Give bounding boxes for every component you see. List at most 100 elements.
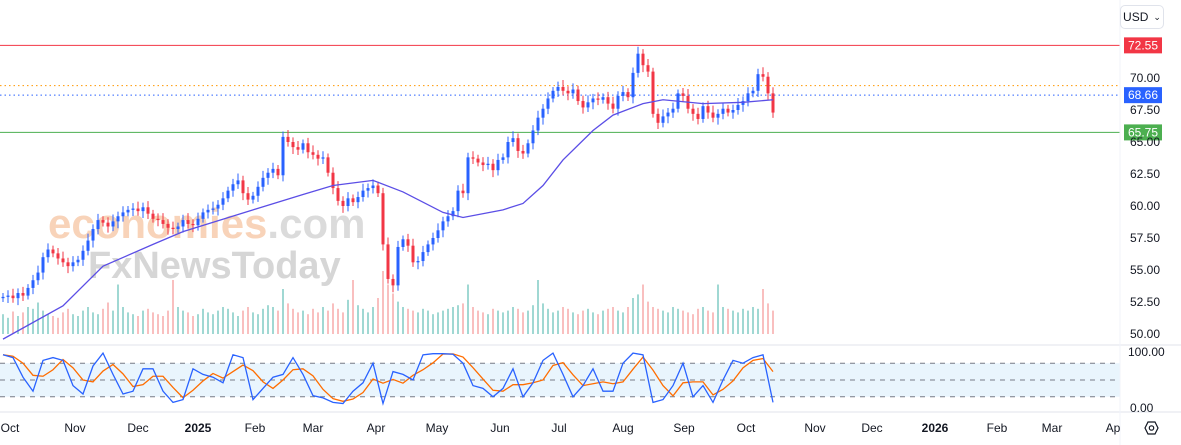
- candle-body: [156, 218, 160, 221]
- currency-select-button[interactable]: USD ⌄: [1120, 5, 1164, 29]
- candle-body: [261, 177, 265, 187]
- volume-bar: [112, 310, 114, 334]
- candle-body: [96, 220, 100, 230]
- time-tick-label: Mar: [1042, 421, 1063, 435]
- volume-bar: [17, 316, 19, 334]
- candle-body: [236, 180, 240, 185]
- candle-body: [201, 212, 205, 219]
- candle-body: [366, 188, 370, 191]
- volume-bar: [712, 312, 714, 334]
- price-tick-label: 60.00: [1130, 199, 1160, 213]
- volume-bar: [697, 308, 699, 334]
- volume-bar: [432, 314, 434, 334]
- volume-bar: [82, 310, 84, 334]
- volume-bar: [292, 308, 294, 334]
- candle-body: [586, 102, 590, 108]
- candle-body: [316, 154, 320, 159]
- stoch-axis-label: 0.00: [1130, 401, 1154, 415]
- volume-bar: [722, 307, 724, 334]
- time-tick-label: Dec: [861, 421, 882, 435]
- candle-body: [211, 208, 215, 210]
- stoch-axis-label: 100.00: [1128, 345, 1165, 359]
- volume-bar: [257, 314, 259, 334]
- volume-bar: [52, 316, 54, 334]
- volume-bar: [67, 308, 69, 334]
- volume-bar: [347, 299, 349, 334]
- volume-bar: [377, 298, 379, 334]
- time-tick-label: Feb: [245, 421, 266, 435]
- volume-bar: [657, 308, 659, 334]
- settings-icon[interactable]: [1144, 421, 1159, 435]
- svg-text:economies.com: economies.com: [48, 200, 365, 247]
- candle-body: [706, 106, 710, 113]
- candle-body: [326, 157, 330, 173]
- volume-bar: [482, 312, 484, 334]
- candle-body: [256, 186, 260, 196]
- ma50-line: [2, 99, 774, 340]
- candle-body: [511, 138, 515, 142]
- time-tick-label: Nov: [804, 421, 825, 435]
- price-tick-label: 67.50: [1130, 103, 1160, 117]
- candle-body: [61, 258, 65, 263]
- volume-bar: [367, 312, 369, 334]
- candle-body: [476, 158, 480, 163]
- volume-bar: [47, 314, 49, 334]
- candle-body: [146, 207, 150, 214]
- candle-body: [771, 93, 775, 113]
- price-tick-label: 50.00: [1130, 327, 1160, 341]
- candle-body: [541, 108, 545, 118]
- candle-body: [66, 262, 70, 267]
- price-tick-label: 62.50: [1130, 167, 1160, 181]
- candle-body: [296, 147, 300, 150]
- time-tick-label: Jul: [551, 421, 566, 435]
- time-tick-label: 2026: [922, 421, 949, 435]
- volume-bar: [272, 307, 274, 334]
- volume-bar: [247, 307, 249, 334]
- candle-body: [756, 74, 760, 91]
- volume-bar: [472, 307, 474, 334]
- volume-bar: [277, 310, 279, 334]
- volume-bar: [732, 310, 734, 334]
- volume-bar: [162, 316, 164, 334]
- volume-bar: [517, 308, 519, 334]
- candle-body: [161, 220, 165, 224]
- volume-bar: [637, 294, 639, 334]
- candle-body: [736, 104, 740, 110]
- volume-bar: [217, 310, 219, 334]
- candle-body: [506, 142, 510, 158]
- volume-bar: [27, 307, 29, 334]
- volume-bar: [307, 314, 309, 334]
- price-tick-label: 55.00: [1130, 263, 1160, 277]
- time-tick-label: Nov: [64, 421, 85, 435]
- time-tick-label: Mar: [303, 421, 324, 435]
- candle-body: [386, 244, 390, 279]
- candle-body: [626, 92, 630, 98]
- time-tick-label: Oct: [1, 421, 20, 435]
- time-tick-label: Apr: [367, 421, 386, 435]
- volume-bar: [687, 312, 689, 334]
- volume-bar: [262, 308, 264, 334]
- candle-body: [41, 257, 45, 273]
- candle-body: [641, 53, 645, 66]
- volume-bar: [672, 307, 674, 334]
- candle-body: [221, 198, 225, 205]
- candle-body: [306, 143, 310, 153]
- candle-body: [761, 74, 765, 77]
- volume-bar: [137, 316, 139, 334]
- volume-bar: [542, 303, 544, 334]
- candle-body: [11, 295, 15, 299]
- volume-bar: [117, 284, 119, 334]
- volume-bar: [717, 284, 719, 334]
- volume-bar: [107, 302, 109, 334]
- settings-hexagon: [1144, 421, 1159, 435]
- volume-bar: [707, 310, 709, 334]
- volume-bar: [237, 316, 239, 334]
- candle-body: [731, 110, 735, 113]
- volume-bar: [207, 312, 209, 334]
- volume-bar: [352, 280, 354, 334]
- candle-body: [276, 168, 280, 176]
- volume-bar: [72, 314, 74, 334]
- volume-bar: [392, 293, 394, 334]
- volume-bar: [612, 307, 614, 334]
